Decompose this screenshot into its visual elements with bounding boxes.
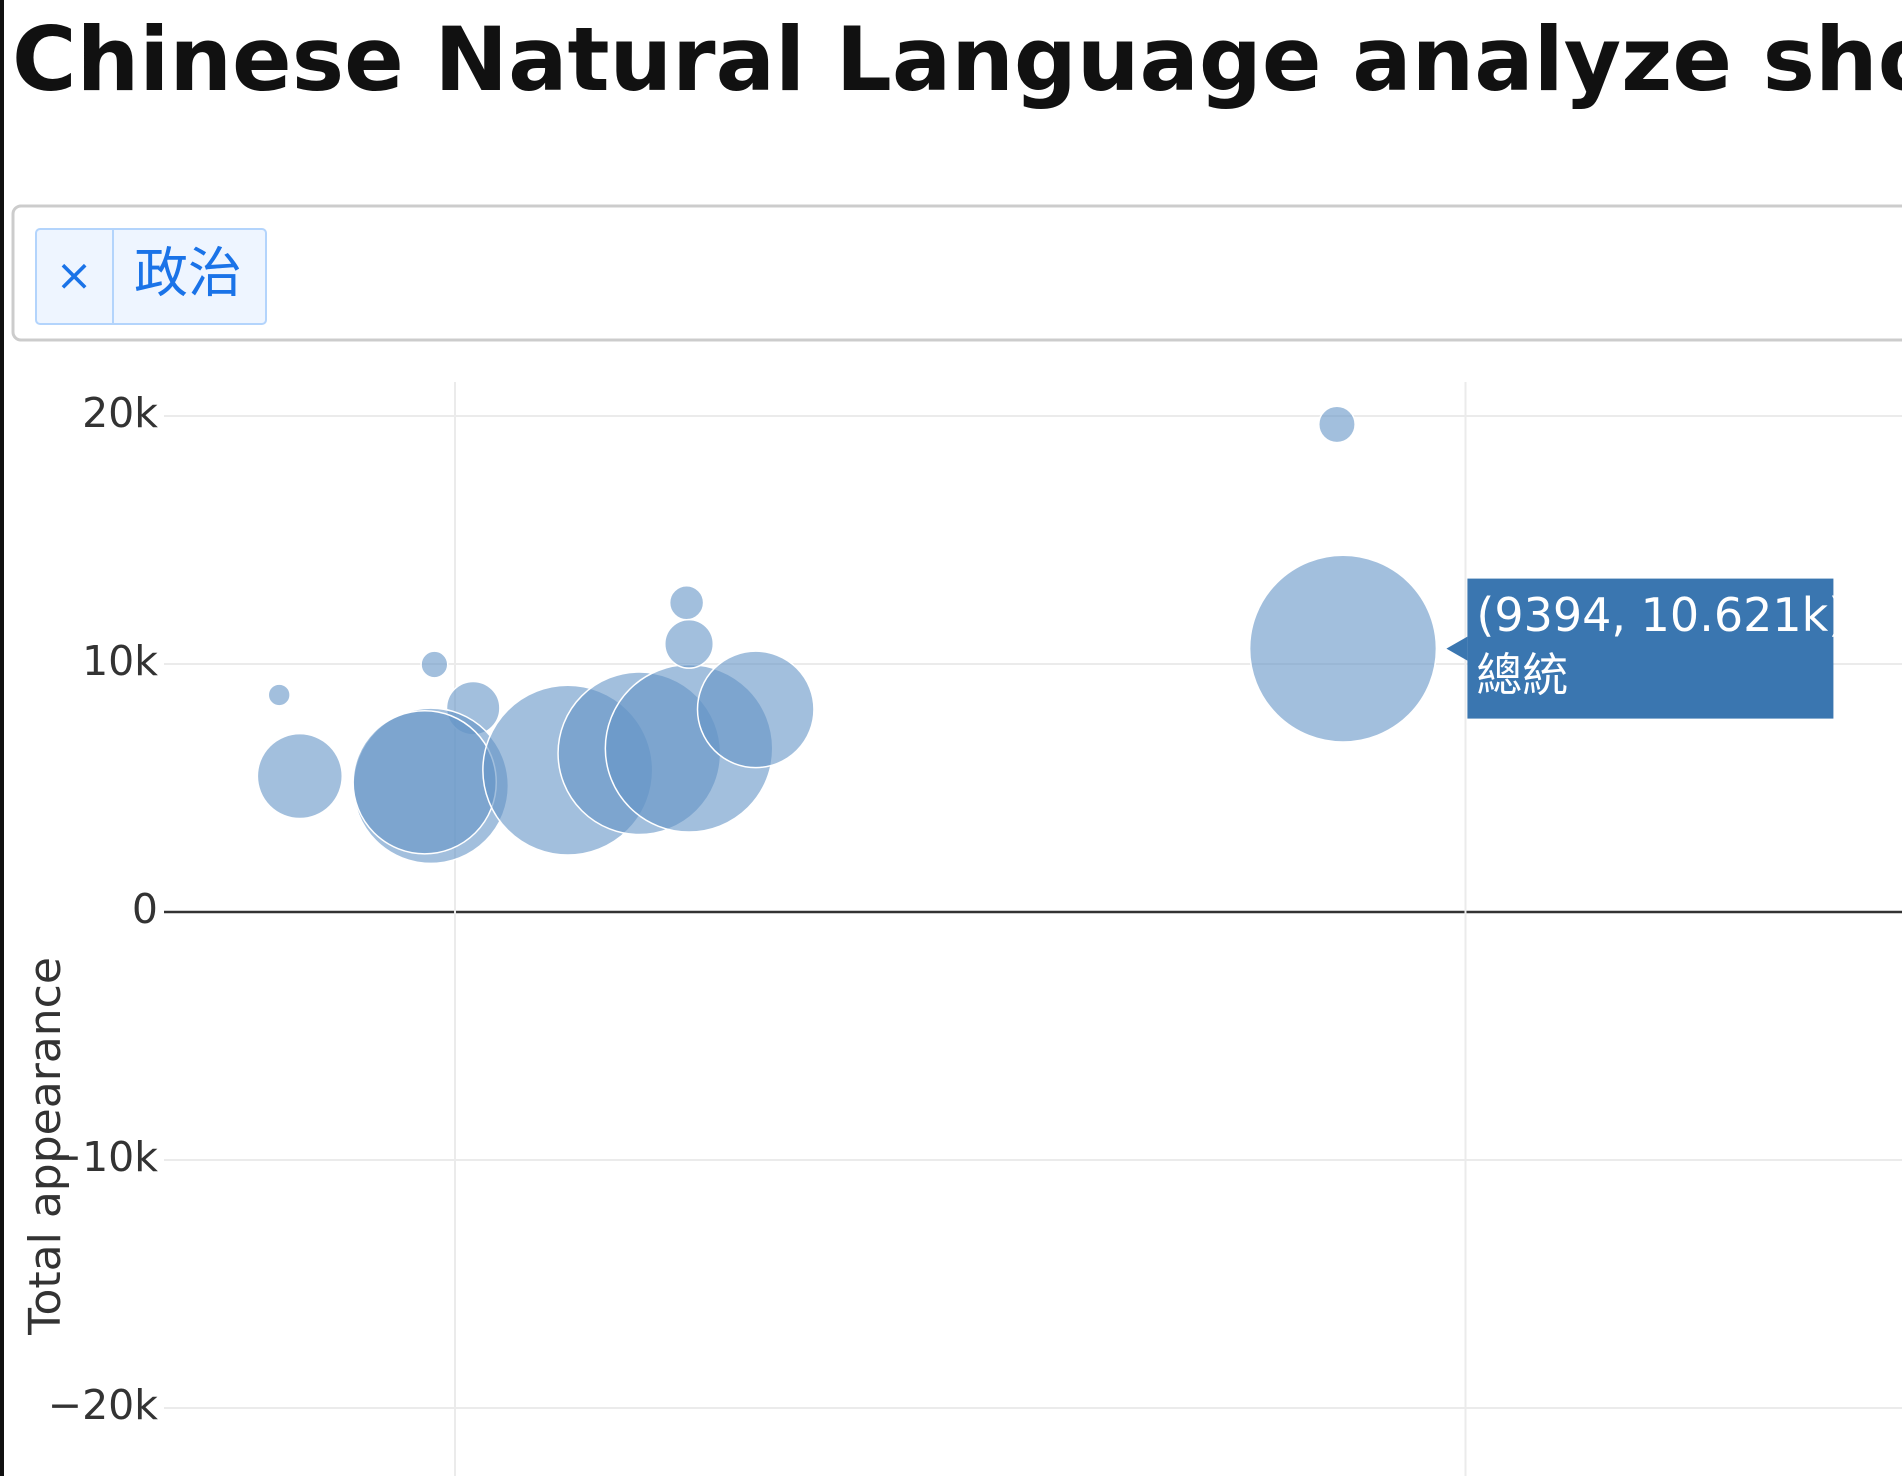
bubble bbox=[664, 618, 715, 669]
tooltip bbox=[1467, 578, 1834, 719]
bubble bbox=[1248, 554, 1438, 743]
y-tick-label: −10k bbox=[48, 1133, 159, 1181]
y-tick-label: 10k bbox=[82, 637, 158, 685]
tooltip-pointer bbox=[1446, 636, 1468, 661]
bubble bbox=[696, 650, 815, 769]
bubble bbox=[1318, 405, 1356, 444]
page-title: Chinese Natural Language analyze show wi bbox=[12, 8, 1902, 111]
bubble bbox=[267, 683, 291, 707]
y-tick-label: 20k bbox=[82, 389, 158, 437]
tag-label: 政治 bbox=[134, 242, 242, 305]
bubble bbox=[420, 650, 449, 679]
tag bbox=[35, 228, 267, 325]
tooltip-label: 總統 bbox=[1476, 648, 1568, 702]
y-axis-title: Total appearance bbox=[20, 957, 71, 1336]
bubble bbox=[256, 732, 344, 820]
tooltip-text: (9394, 10.621k) bbox=[1476, 588, 1846, 642]
bubble bbox=[668, 585, 705, 621]
window-edge bbox=[0, 0, 4, 1476]
y-tick-label: 0 bbox=[132, 885, 158, 933]
tag-input[interactable] bbox=[11, 204, 1902, 342]
tag-remove[interactable]: × bbox=[56, 250, 93, 301]
bubble bbox=[352, 709, 498, 855]
y-tick-label: −20k bbox=[48, 1381, 159, 1429]
